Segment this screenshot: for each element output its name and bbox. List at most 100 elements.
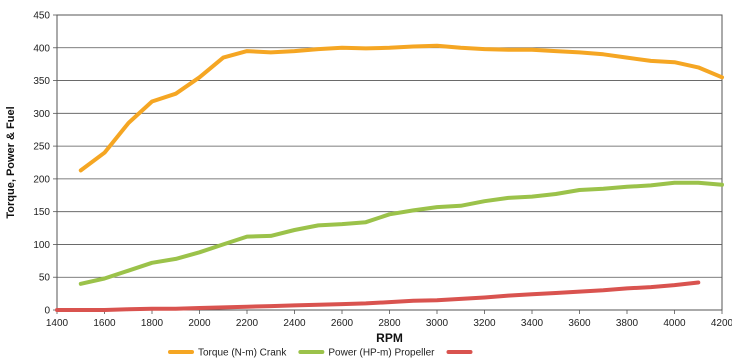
data-point	[625, 56, 629, 60]
data-point	[577, 290, 582, 294]
data-point	[387, 300, 392, 304]
y-tick-label: 350	[33, 76, 50, 87]
x-tick-label: 2400	[283, 318, 306, 329]
data-point	[482, 295, 487, 300]
series-line-3	[55, 280, 701, 312]
data-point	[245, 234, 249, 239]
data-point	[150, 99, 154, 104]
y-tick-label: 300	[33, 109, 50, 120]
data-point	[649, 59, 653, 63]
data-point	[625, 185, 629, 189]
data-point	[316, 223, 320, 228]
data-point	[696, 280, 700, 285]
y-tick-label: 50	[39, 273, 51, 284]
data-point	[696, 181, 700, 185]
data-point	[530, 194, 534, 199]
data-point	[411, 44, 415, 49]
data-point	[435, 44, 439, 48]
data-point	[292, 303, 297, 308]
data-point	[720, 183, 724, 187]
data-point	[197, 75, 202, 79]
y-tick-label: 200	[33, 174, 50, 185]
data-point	[150, 307, 154, 311]
data-point	[459, 204, 463, 208]
data-point	[387, 46, 392, 50]
x-tick-label: 1600	[93, 318, 116, 329]
data-point	[79, 282, 83, 286]
data-point	[720, 75, 724, 79]
data-point	[649, 285, 653, 289]
data-point	[554, 49, 558, 53]
data-point	[506, 293, 510, 298]
gridlines	[57, 14, 722, 311]
data-point	[245, 49, 249, 53]
data-point	[530, 48, 534, 52]
data-point	[150, 261, 154, 265]
data-point	[672, 181, 677, 185]
data-point	[411, 299, 415, 303]
data-point	[625, 286, 629, 290]
y-tick-label: 150	[33, 207, 50, 218]
data-point	[672, 283, 677, 287]
data-point	[577, 50, 582, 54]
data-point	[221, 305, 225, 309]
data-point	[601, 187, 605, 191]
x-tick-label: 1400	[46, 318, 69, 329]
data-point	[126, 307, 130, 311]
data-point	[482, 199, 487, 203]
data-point	[364, 301, 368, 306]
y-tick-label: 450	[33, 11, 50, 22]
data-point	[482, 47, 487, 51]
series-line-2	[78, 180, 724, 286]
data-point	[459, 46, 463, 50]
data-point	[197, 306, 202, 310]
data-point	[506, 196, 510, 200]
data-point	[340, 302, 344, 306]
data-point	[126, 269, 130, 273]
data-point	[174, 92, 178, 96]
legend-label-1: Torque (N-m) Crank	[198, 348, 287, 359]
data-point	[340, 46, 344, 50]
x-tick-label: 2000	[188, 318, 211, 329]
data-point	[435, 298, 439, 302]
data-point	[364, 46, 368, 51]
data-point	[174, 307, 178, 311]
data-point	[269, 234, 273, 238]
data-point	[79, 308, 83, 312]
data-point	[102, 151, 107, 155]
data-point	[292, 228, 297, 232]
data-point	[387, 212, 392, 216]
data-point	[340, 222, 344, 226]
data-point	[601, 52, 605, 56]
data-point	[245, 305, 249, 309]
data-point	[174, 257, 178, 261]
data-point	[411, 208, 415, 212]
x-tick-label: 2800	[378, 318, 401, 329]
data-point	[55, 308, 59, 312]
data-point	[221, 242, 225, 247]
x-tick-label: 2200	[236, 318, 259, 329]
y-axis-title: Torque, Power & Fuel	[5, 106, 17, 218]
data-point	[601, 288, 605, 292]
data-point	[459, 297, 463, 301]
plot-frame	[56, 14, 723, 311]
legend: Torque (N-m) Crank Power (HP-m) Propeller	[168, 348, 473, 359]
x-tick-label: 2600	[331, 318, 354, 329]
data-point	[364, 220, 368, 224]
data-point	[126, 121, 130, 125]
x-tick-label: 1800	[141, 318, 164, 329]
data-point	[577, 188, 582, 192]
data-point	[435, 205, 439, 209]
x-tick-label: 3600	[568, 318, 591, 329]
x-axis-title: RPM	[376, 331, 403, 345]
data-point	[102, 308, 107, 312]
data-point	[269, 304, 273, 308]
y-tick-label: 0	[44, 306, 50, 317]
data-point	[79, 168, 83, 172]
y-tick-label: 100	[33, 240, 50, 251]
data-point	[506, 48, 510, 52]
x-tick-label: 4200	[711, 318, 732, 329]
data-point	[530, 292, 534, 296]
x-tick-label: 4000	[663, 318, 686, 329]
